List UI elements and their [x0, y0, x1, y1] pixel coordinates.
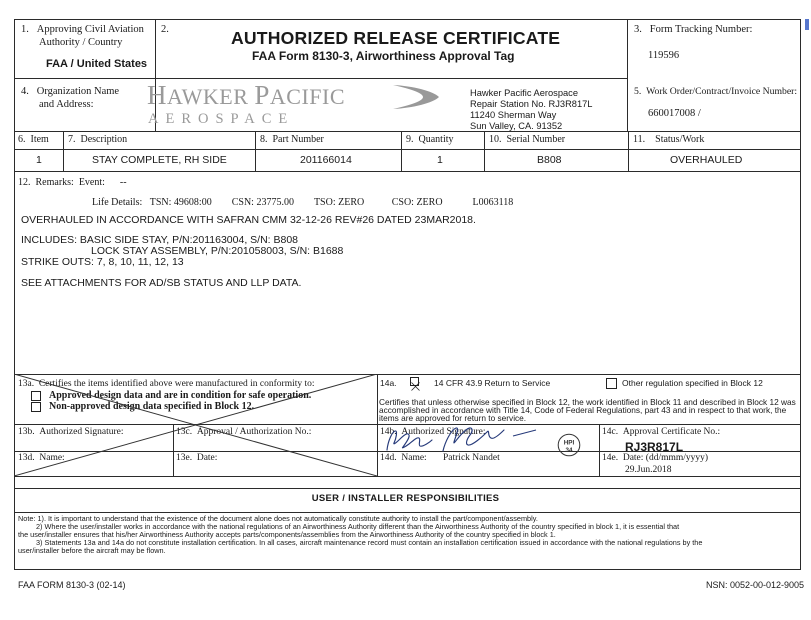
svg-text:HPI: HPI	[564, 440, 575, 447]
svg-text:34: 34	[565, 447, 573, 454]
